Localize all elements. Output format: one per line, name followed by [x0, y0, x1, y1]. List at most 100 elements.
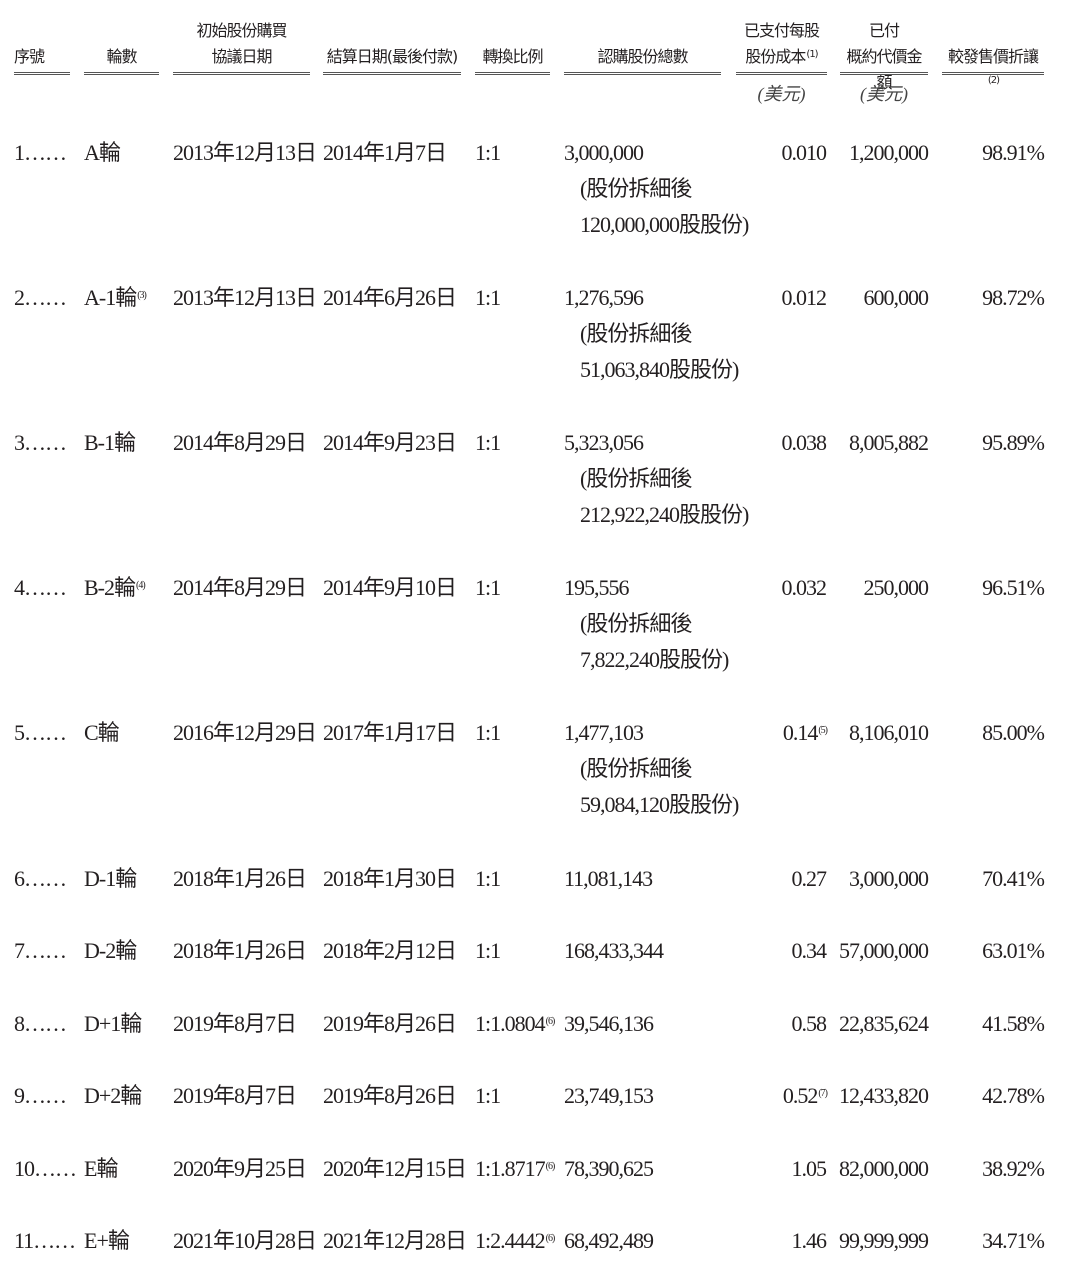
footnote-ref: (1) — [806, 49, 818, 60]
header-date1-line1: 初始股份購買 — [196, 21, 287, 40]
ratio-value: 1:1 — [475, 720, 501, 745]
row-seq: 7…… — [14, 938, 67, 963]
row-consideration: 99,999,999 — [839, 1228, 929, 1253]
row-cost-per-share: 0.34 — [792, 933, 828, 969]
shares-value: 1,276,596 — [564, 285, 644, 310]
cost-value: 0.52 — [782, 1083, 818, 1108]
row-discount: 38.92% — [982, 1156, 1045, 1181]
row-settlement-date: 2014年6月26日 — [323, 285, 457, 310]
split-note-line1: (股份拆細後 — [580, 321, 692, 346]
header-date1-line2: 協議日期 — [211, 47, 272, 66]
row-consideration: 1,200,000 — [849, 140, 929, 165]
row-agreement-date: 2016年12月29日 — [173, 720, 317, 745]
row-conversion-ratio: 1:1.8717(6) — [475, 1151, 555, 1187]
row-seq: 5…… — [14, 720, 67, 745]
row-conversion-ratio: 1:1.0804(6) — [475, 1006, 555, 1042]
row-shares: 195,556 (股份拆細後 7,822,240股股份) — [564, 570, 729, 678]
row-consideration: 8,106,010 — [849, 720, 929, 745]
shares-value: 5,323,056 — [564, 430, 644, 455]
ratio-value: 1:1 — [475, 938, 501, 963]
header-seq: 序號 — [14, 47, 45, 66]
cost-value: 0.34 — [791, 938, 827, 963]
row-shares: 1,477,103 (股份拆細後 59,084,120股股份) — [564, 715, 739, 823]
row-settlement-date: 2021年12月28日 — [323, 1228, 467, 1253]
row-seq: 11…… — [14, 1228, 76, 1253]
cost-value: 0.032 — [781, 575, 827, 600]
row-discount: 70.41% — [982, 866, 1045, 891]
row-shares: 68,492,489 — [564, 1223, 654, 1259]
footnote-ref: (6) — [545, 1233, 556, 1244]
round-label: A輪 — [84, 140, 121, 165]
header-rule — [942, 72, 1044, 75]
shares-value: 39,546,136 — [564, 1011, 654, 1036]
shares-value: 195,556 — [564, 575, 629, 600]
row-conversion-ratio: 1:1 — [475, 715, 501, 751]
row-cost-per-share: 0.038 — [782, 425, 828, 461]
row-conversion-ratio: 1:1 — [475, 861, 501, 897]
row-conversion-ratio: 1:2.4442(6) — [475, 1223, 556, 1259]
header-cost-unit: (美元) — [757, 84, 806, 104]
row-agreement-date: 2020年9月25日 — [173, 1156, 307, 1181]
header-discount: 較發售價折讓 (2) — [942, 44, 1044, 96]
row-seq: 8…… — [14, 1011, 67, 1036]
row-consideration: 22,835,624 — [839, 1011, 929, 1036]
header-cost-line2: 股份成本 — [745, 47, 806, 66]
ratio-value: 1:1 — [475, 866, 501, 891]
row-cost-per-share: 0.14(5) — [782, 715, 828, 751]
row-agreement-date: 2013年12月13日 — [173, 140, 317, 165]
row-round: D-2輪 — [84, 933, 137, 969]
header-rule — [14, 72, 70, 75]
row-shares: 11,081,143 — [564, 861, 653, 897]
row-round: A輪 — [84, 135, 121, 171]
row-consideration: 57,000,000 — [839, 938, 929, 963]
shares-value: 1,477,103 — [564, 720, 644, 745]
row-agreement-date: 2019年8月7日 — [173, 1011, 297, 1036]
header-discount-label: 較發售價折讓 — [947, 47, 1039, 66]
ratio-value: 1:1 — [475, 575, 501, 600]
header-ratio: 轉換比例 — [482, 47, 543, 66]
row-settlement-date: 2018年2月12日 — [323, 938, 457, 963]
row-round: D-1輪 — [84, 861, 137, 897]
cost-value: 0.012 — [781, 285, 827, 310]
row-cost-per-share: 0.010 — [782, 135, 828, 171]
row-discount: 95.89% — [982, 430, 1045, 455]
row-cost-per-share: 0.58 — [792, 1006, 828, 1042]
header-round: 輪數 — [106, 47, 137, 66]
row-agreement-date: 2019年8月7日 — [173, 1083, 297, 1108]
row-agreement-date: 2018年1月26日 — [173, 938, 307, 963]
footnote-ref: (3) — [137, 290, 147, 301]
row-conversion-ratio: 1:1 — [475, 570, 501, 606]
header-amount-line1: 已付 — [868, 21, 900, 40]
row-agreement-date: 2014年8月29日 — [173, 430, 307, 455]
row-cost-per-share: 1.05 — [792, 1151, 828, 1187]
row-conversion-ratio: 1:1 — [475, 135, 501, 171]
row-consideration: 8,005,882 — [849, 430, 929, 455]
row-cost-per-share: 0.032 — [782, 570, 828, 606]
split-note-line2: 212,922,240股股份) — [580, 502, 749, 527]
row-settlement-date: 2018年1月30日 — [323, 866, 457, 891]
row-seq: 6…… — [14, 866, 67, 891]
header-amount: 已付 概約代價金額 — [840, 18, 928, 96]
row-round: E輪 — [84, 1151, 118, 1187]
header-rule — [564, 72, 721, 75]
header-date2: 結算日期(最後付款) — [326, 47, 459, 66]
row-discount: 85.00% — [982, 720, 1045, 745]
cost-value: 0.27 — [791, 866, 827, 891]
shares-value: 3,000,000 — [564, 140, 644, 165]
round-label: B-2輪 — [84, 575, 136, 600]
cost-value: 0.14 — [782, 720, 818, 745]
split-note-line2: 59,084,120股股份) — [580, 792, 739, 817]
split-note-line1: (股份拆細後 — [580, 756, 692, 781]
row-consideration: 3,000,000 — [849, 866, 929, 891]
row-discount: 98.72% — [982, 285, 1045, 310]
header-rule — [840, 72, 928, 75]
row-settlement-date: 2019年8月26日 — [323, 1011, 457, 1036]
row-discount: 42.78% — [982, 1083, 1045, 1108]
row-settlement-date: 2020年12月15日 — [323, 1156, 467, 1181]
header-rule — [173, 72, 310, 75]
round-label: C輪 — [84, 720, 120, 745]
header-amount-unit: (美元) — [860, 84, 908, 104]
split-note-line1: (股份拆細後 — [580, 176, 692, 201]
ratio-value: 1:2.4442 — [475, 1228, 546, 1253]
row-shares: 78,390,625 — [564, 1151, 654, 1187]
